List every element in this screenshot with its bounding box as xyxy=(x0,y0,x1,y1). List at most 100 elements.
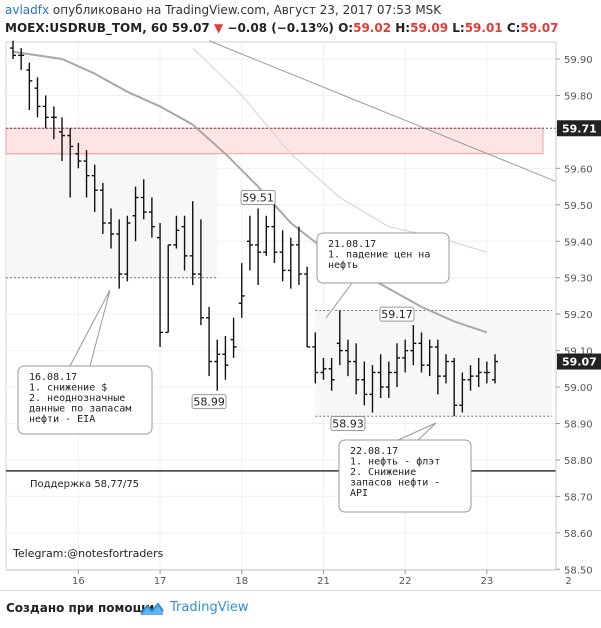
ohlc-bar[interactable] xyxy=(206,306,213,377)
ohlc-bar[interactable] xyxy=(165,244,172,334)
ohlc-bar[interactable] xyxy=(336,310,343,366)
tradingview-logo-icon[interactable] xyxy=(139,599,165,619)
price-label-box xyxy=(191,394,227,410)
ohlc-bar[interactable] xyxy=(385,361,392,398)
ohlc-bar[interactable] xyxy=(304,266,311,348)
ohlc-bar[interactable] xyxy=(132,186,139,242)
price-label-box xyxy=(379,306,415,322)
ohlc-bar[interactable] xyxy=(222,336,229,380)
ohlc-bar[interactable] xyxy=(148,197,155,238)
ohlc-bar[interactable] xyxy=(263,215,270,256)
ohlc-bar[interactable] xyxy=(328,357,335,391)
ohlc-bar[interactable] xyxy=(173,215,180,249)
ohlc-bar[interactable] xyxy=(214,339,221,391)
ohlc-bar[interactable] xyxy=(238,263,245,318)
close-label: C: xyxy=(506,21,521,35)
ohlc-bar[interactable] xyxy=(393,343,400,388)
ohlc-bar[interactable] xyxy=(75,142,82,169)
footer: Создано при помощи TradingView xyxy=(0,590,601,628)
low-value: 59.01 xyxy=(464,21,503,35)
price-label: 59.51 xyxy=(240,190,276,206)
open-value: 59.02 xyxy=(353,21,392,35)
ohlc-bar[interactable] xyxy=(459,372,466,413)
low-label: L: xyxy=(452,21,465,35)
created-with-label: Создано при помощи xyxy=(6,601,155,615)
symbol-name: MOEX:USDRUB_TOM, 60 xyxy=(5,21,168,35)
ohlc-bar[interactable] xyxy=(369,365,376,413)
ohlc-bar[interactable] xyxy=(230,317,237,358)
x-tick-label: 21 xyxy=(317,576,330,587)
ohlc-bar[interactable] xyxy=(108,208,115,249)
ohlc-bar[interactable] xyxy=(451,357,458,417)
ohlc-bar[interactable] xyxy=(116,219,123,289)
ohlc-bar[interactable] xyxy=(34,77,41,118)
support-label: Поддержка 58,77/75 xyxy=(30,479,139,490)
ohlc-bar[interactable] xyxy=(91,164,98,213)
ohlc-bar[interactable] xyxy=(83,150,90,198)
y-tick-label: 59.60 xyxy=(564,164,593,175)
x-tick-label: 18 xyxy=(235,576,248,587)
y-tick-label: 59.10 xyxy=(564,347,593,358)
ohlc-bar[interactable] xyxy=(67,128,74,198)
callout-box xyxy=(17,365,153,435)
ohlc-bar[interactable] xyxy=(42,95,49,129)
ohlc-bar[interactable] xyxy=(377,354,384,398)
ohlc-bar[interactable] xyxy=(59,117,66,162)
ohlc-bar[interactable] xyxy=(157,223,164,347)
ohlc-bar[interactable] xyxy=(140,179,147,220)
ohlc-bar[interactable] xyxy=(320,357,327,380)
ohlc-bar[interactable] xyxy=(426,339,433,377)
y-tick-label: 58.50 xyxy=(564,565,593,576)
ohlc-bar[interactable] xyxy=(312,332,319,384)
annotation-callout[interactable]: 16.08.171. снижение $2. неоднозначныедан… xyxy=(17,289,153,435)
y-tick-label: 59.20 xyxy=(564,310,593,321)
ohlc-bar[interactable] xyxy=(344,339,351,377)
ohlc-bar[interactable] xyxy=(353,343,360,395)
ohlc-bar[interactable] xyxy=(271,201,278,264)
ohlc-bar[interactable] xyxy=(475,357,482,388)
callout-line: 2. Снижение xyxy=(350,467,416,478)
ohlc-bar[interactable] xyxy=(124,215,131,282)
last-price-tag-bg xyxy=(557,353,601,370)
ohlc-bar[interactable] xyxy=(197,219,204,326)
author-link[interactable]: avladfx xyxy=(5,3,50,17)
ohlc-bar[interactable] xyxy=(189,201,196,285)
callout-line: API xyxy=(350,488,368,499)
price-label-text: 58.99 xyxy=(193,396,225,409)
callout-box xyxy=(338,439,472,513)
ohlc-bar[interactable] xyxy=(418,332,425,373)
resistance-price-tag-text: 59.71 xyxy=(562,122,597,135)
tradingview-brand-link[interactable]: TradingView xyxy=(170,600,249,615)
ohlc-bar[interactable] xyxy=(361,361,368,406)
x-tick-label: 2 xyxy=(565,576,571,587)
ohlc-bar[interactable] xyxy=(443,354,450,384)
telegram-label: Telegram:@notesfortraders xyxy=(12,547,164,560)
resistance-zone xyxy=(5,127,544,155)
ohlc-bar[interactable] xyxy=(18,48,25,70)
plot-area[interactable] xyxy=(5,41,557,571)
ohlc-bar[interactable] xyxy=(10,40,16,59)
ohlc-bar[interactable] xyxy=(99,182,106,234)
ohlc-bar[interactable] xyxy=(483,361,490,384)
last-price-tag-text: 59.07 xyxy=(562,356,597,369)
ohlc-bar[interactable] xyxy=(467,365,474,391)
ohlc-bar[interactable] xyxy=(181,215,188,271)
price-chart[interactable]: 59.9059.8059.7059.6059.5059.4059.3059.20… xyxy=(0,0,601,590)
ohlc-bar[interactable] xyxy=(295,226,302,285)
ohlc-bar[interactable] xyxy=(410,325,417,366)
ohlc-bar[interactable] xyxy=(434,339,441,395)
ohlc-bar[interactable] xyxy=(246,215,253,271)
moving-average xyxy=(12,50,488,334)
callout-pointer xyxy=(69,289,111,367)
ohlc-bar[interactable] xyxy=(50,106,57,140)
down-arrow-icon: ▼ xyxy=(213,21,224,35)
ohlc-bar[interactable] xyxy=(287,237,294,289)
ohlc-bar[interactable] xyxy=(402,339,409,373)
ohlc-bar[interactable] xyxy=(492,354,499,384)
ohlc-bar[interactable] xyxy=(279,230,286,282)
ohlc-bar[interactable] xyxy=(255,208,262,285)
callout-box xyxy=(316,232,450,284)
ohlc-bar[interactable] xyxy=(26,62,33,111)
